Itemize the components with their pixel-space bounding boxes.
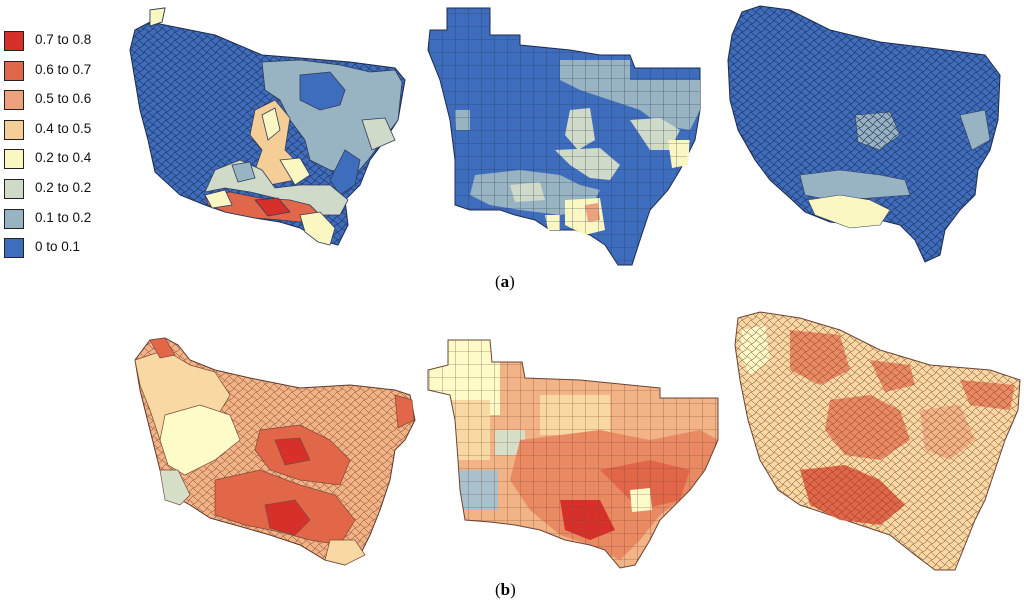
map-a-communes [129,7,406,246]
map-b-grid [427,339,719,569]
legend-label: 0.1 to 0.2 [35,209,92,225]
legend-label: 0 to 0.1 [35,239,81,255]
panel-b-label: (b) [495,580,516,599]
legend-swatch [4,60,24,81]
legend-swatch [4,31,24,51]
legend-label: 0.7 to 0.8 [35,32,92,47]
legend-swatch [4,90,24,111]
map-a-fine-units [727,5,1001,263]
legend-swatch [4,149,24,170]
map-b-communes [134,337,416,566]
map-a-grid [427,7,701,266]
legend-swatch [4,208,24,229]
map-b-fine-units [734,311,1021,571]
legend-swatch [4,178,24,199]
legend-label: 0.2 to 0.4 [35,150,92,166]
panel-a-label: (a) [495,272,515,291]
legend-label: 0.4 to 0.5 [35,120,92,136]
legend-swatch [4,119,24,140]
legend-label: 0.2 to 0.2 [35,179,92,195]
legend-swatch [4,238,24,259]
legend-label: 0.6 to 0.7 [35,61,92,77]
legend-label: 0.5 to 0.6 [35,91,92,107]
